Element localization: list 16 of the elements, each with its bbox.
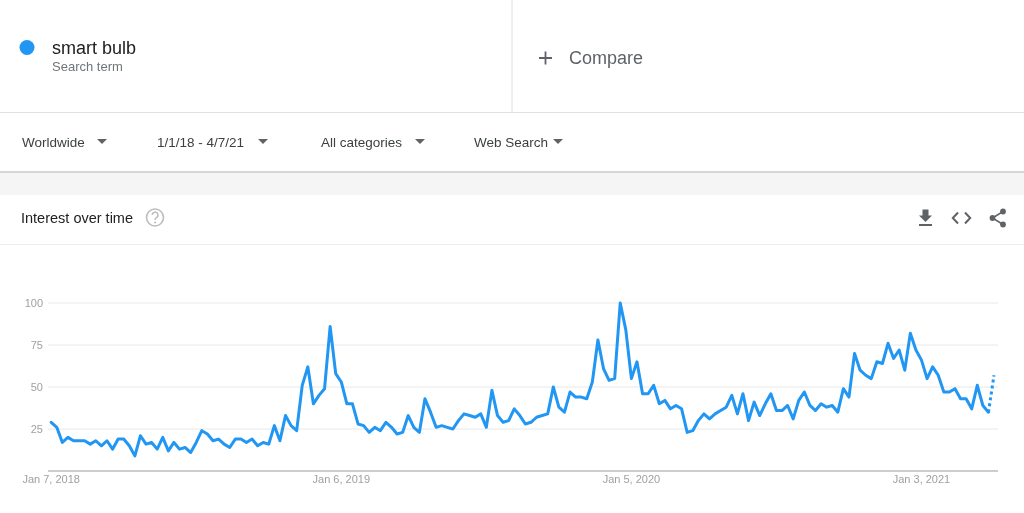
y-tick-label: 50	[30, 380, 43, 393]
text: Web Search	[474, 134, 549, 150]
chart-title: Interest over time	[21, 209, 134, 226]
text: 1/1/18 - 4/7/21	[157, 134, 245, 150]
y-tick-label: 100	[24, 296, 43, 309]
x-tick-label: Jan 6, 2019	[312, 473, 371, 485]
text: Compare	[569, 48, 644, 68]
text: Worldwide	[22, 134, 85, 150]
text: Search term	[52, 59, 123, 74]
y-tick-label: 75	[30, 338, 43, 351]
x-tick-label: Jan 3, 2021	[892, 473, 951, 485]
legend-label: smart bulb	[52, 37, 137, 58]
x-tick-label: Jan 7, 2018	[22, 473, 80, 485]
y-tick-label: 25	[30, 422, 43, 435]
x-tick-label: Jan 5, 2020	[602, 473, 661, 485]
text: All categories	[321, 134, 403, 150]
